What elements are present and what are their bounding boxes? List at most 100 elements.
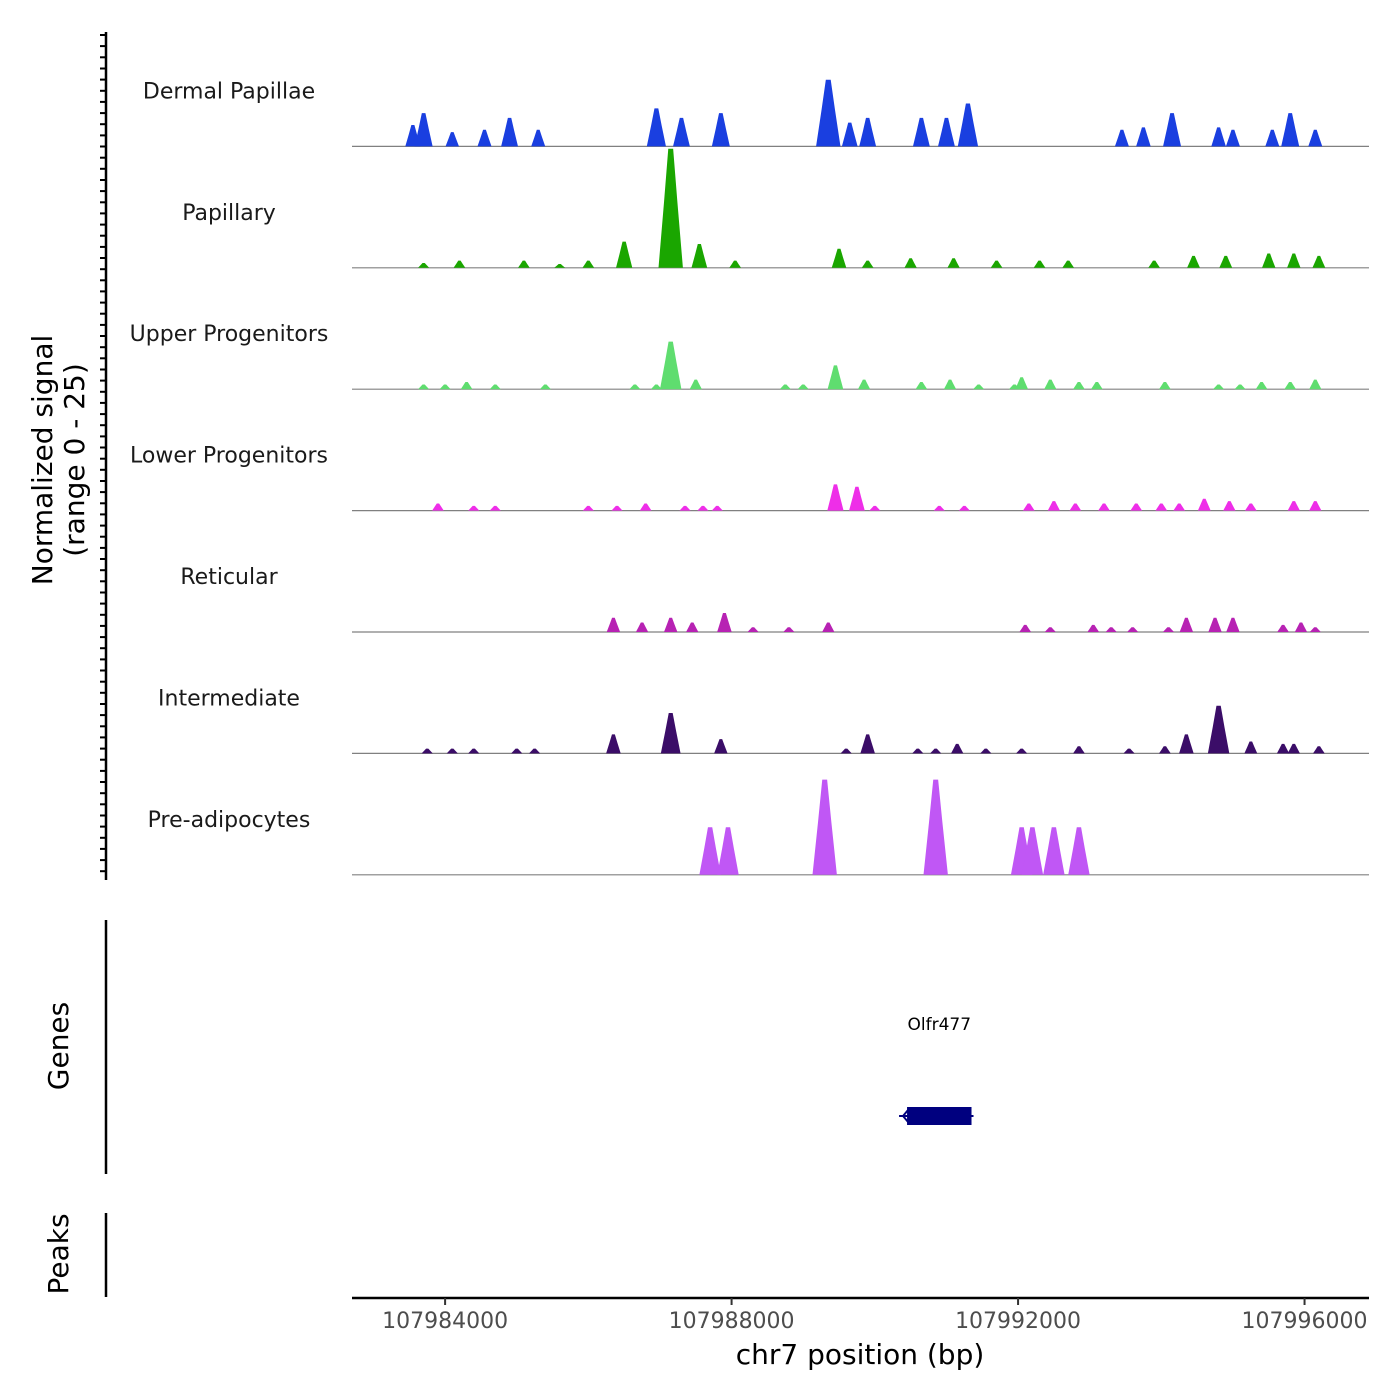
x-tick-label: 107984000 [382,1309,508,1334]
gene-olfr477: Olfr477 [899,1015,974,1125]
signal-peak [1163,113,1182,147]
signal-peak [1022,503,1035,511]
signal-peak [1309,627,1321,632]
signal-peak [1277,624,1289,632]
signal-peak [1155,503,1168,511]
signal-peak [951,743,964,754]
signal-peak [1130,503,1143,511]
signal-peak [554,263,566,268]
signal-peak [711,113,730,147]
signal-peak [679,505,691,511]
signal-peak [639,503,652,511]
signal-peak [606,617,621,632]
signal-peak [1016,748,1028,754]
signal-peak [915,382,928,390]
signal-peak [1265,129,1280,147]
signal-peak [659,341,682,390]
signal-peak [827,365,844,390]
signal-peak [531,129,546,147]
signal-peak [1244,741,1258,754]
signal-peak [1244,503,1257,511]
signal-peak [539,384,551,390]
signal-peak [418,384,430,390]
signal-peak [446,748,458,754]
signal-peak [1179,617,1194,632]
signal-peak [797,384,809,390]
gene-label: Olfr477 [908,1015,972,1035]
signal-peak [489,505,501,511]
signal-peak [1098,503,1110,511]
signal-peak [673,117,690,147]
signal-peak [1090,382,1103,390]
signal-peak [511,748,523,754]
signal-peak [663,617,678,632]
signal-peak [606,734,621,754]
signal-peak [1309,501,1322,511]
signal-peak [923,779,948,875]
track-label-reticular: Reticular [180,565,278,590]
signal-peak [714,739,728,754]
coverage-tracks: Dermal Papillae Papillary Upper Progenitor… [130,79,1369,876]
signal-peak [938,117,955,147]
signal-peak [699,827,721,875]
signal-peak [812,779,837,875]
signal-peak [947,258,960,268]
signal-peak [1226,617,1240,632]
signal-peak [1068,827,1090,875]
signal-peak [691,244,708,268]
signal-peak [729,260,742,268]
signal-peak [1159,746,1171,754]
signal-peak [1148,260,1160,268]
signal-peak [1312,255,1326,268]
signal-peak [1294,622,1308,632]
signal-peak [1127,627,1139,632]
signal-peak [957,103,979,147]
x-axis-title: chr7 position (bp) [736,1338,985,1371]
x-axis-ticks: 107984000 107988000 107992000 107996000 [382,1298,1368,1334]
track-reticular: Reticular [180,565,1369,633]
x-tick-label: 107996000 [1242,1309,1368,1334]
signal-peak [783,627,795,632]
signal-peak [489,384,501,390]
signal-peak [816,79,841,147]
signal-peak [1223,501,1236,511]
signal-peak [1308,129,1323,147]
signal-peak [432,503,444,511]
signal-peak [1173,503,1186,511]
signal-peak [904,258,917,268]
gene-strand-arrow [901,1109,909,1123]
signal-peak [418,263,430,268]
signal-peak [468,748,480,754]
track-label-pre-adipocytes: Pre-adipocytes [148,808,311,833]
signal-peak [1044,627,1056,632]
signal-peak [1105,627,1117,632]
track-label-papillary: Papillary [182,201,276,226]
y-axis-ticks [100,34,106,873]
signal-peak [1087,624,1100,632]
signal-peak [686,622,699,632]
signal-peak [1287,743,1300,754]
signal-peak [1019,624,1032,632]
signal-peak [1073,382,1085,390]
signal-peak [582,260,595,268]
signal-peak [930,748,942,754]
y-axis-title-line2: (range 0 - 25) [58,363,91,557]
signal-peak [711,505,723,511]
signal-peak [611,505,623,511]
signal-peak [827,484,844,511]
signal-peak [1213,384,1225,390]
signal-peak [529,748,541,754]
signal-peak [582,505,594,511]
track-intermediate: Intermediate [158,686,1369,755]
signal-peak [831,248,847,268]
signal-peak [973,384,985,390]
signal-peak [861,260,874,268]
signal-peak [912,748,924,754]
x-tick-label: 107988000 [669,1309,795,1334]
signal-peak [445,132,459,147]
signal-peak [650,384,662,390]
signal-peak [717,827,739,875]
signal-peak [912,117,930,147]
signal-peak [501,117,518,147]
